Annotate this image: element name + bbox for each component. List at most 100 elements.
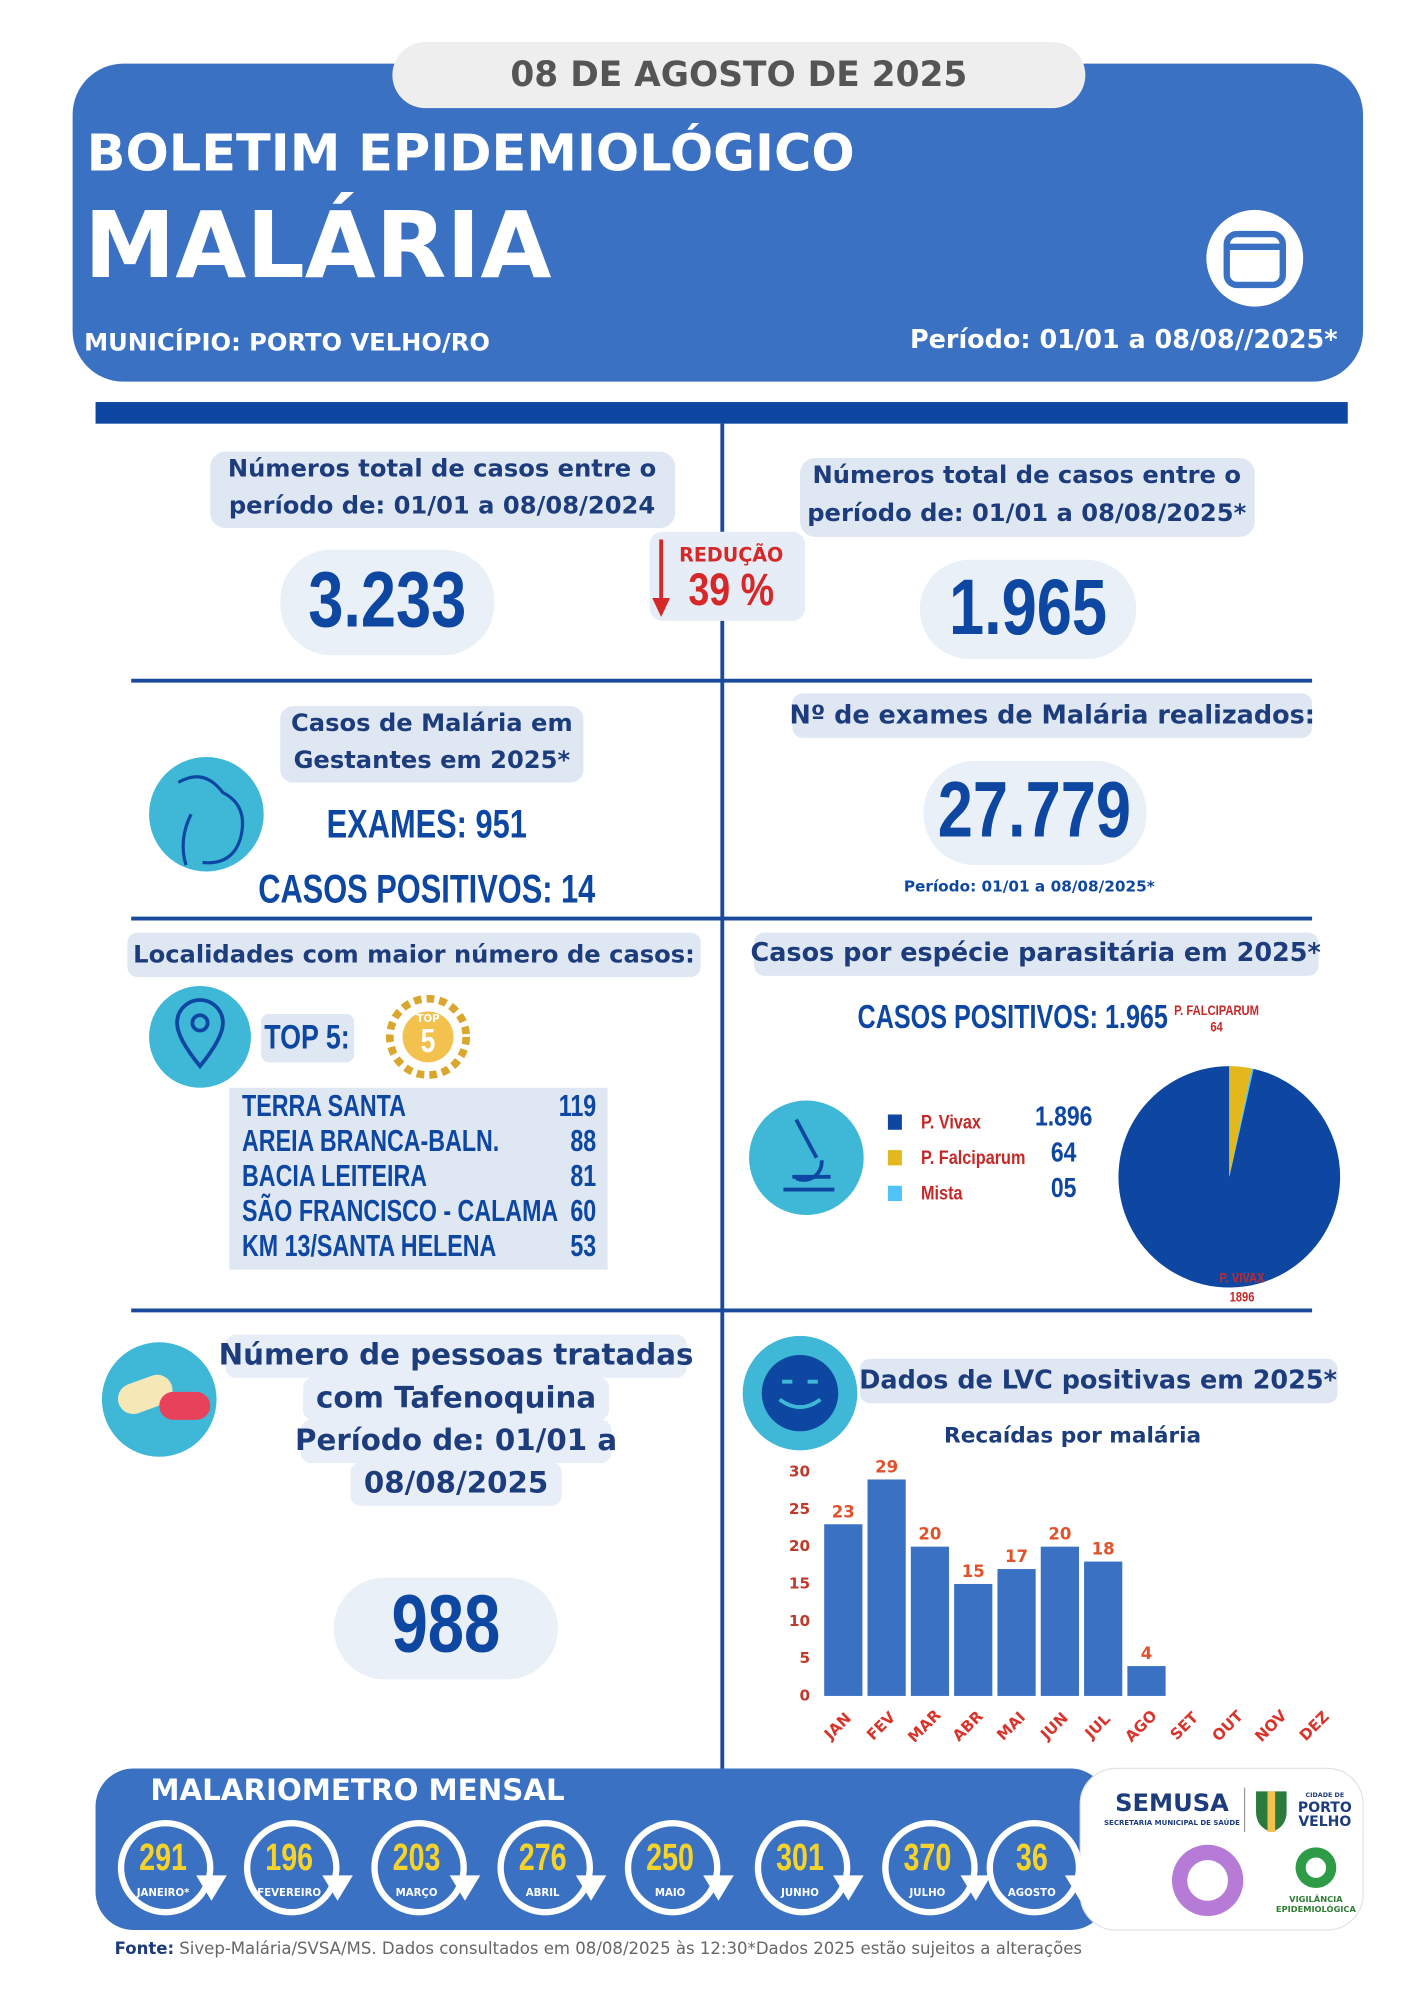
y-tick-label: 0 bbox=[800, 1686, 811, 1704]
malariometer-title: MALARIOMETRO MENSAL bbox=[150, 1773, 564, 1807]
title: MALÁRIA bbox=[84, 192, 551, 299]
month-label: AGOSTO bbox=[1008, 1888, 1056, 1899]
x-tick-label: ABR bbox=[949, 1707, 987, 1745]
y-tick-label: 5 bbox=[800, 1649, 811, 1667]
locality-value: 53 bbox=[570, 1228, 596, 1263]
locality-name: BACIA LEITEIRA bbox=[242, 1158, 427, 1193]
calendar-icon bbox=[1223, 230, 1286, 289]
bar bbox=[867, 1479, 906, 1696]
pregnant-label: Gestantes em 2025* bbox=[294, 746, 571, 774]
locality-value: 88 bbox=[570, 1123, 596, 1158]
exams-value: 27.779 bbox=[938, 766, 1131, 854]
badge-top: TOP bbox=[416, 1014, 440, 1025]
program-logo-inner bbox=[1187, 1860, 1229, 1901]
legend-swatch bbox=[887, 1185, 902, 1202]
value-pill bbox=[923, 760, 1147, 866]
exams-label: Nº de exames de Malária realizados: bbox=[790, 700, 1315, 730]
lvc-icon-face bbox=[761, 1354, 839, 1432]
locality-value: 81 bbox=[570, 1158, 596, 1193]
tafenoquina-label: Período de: 01/01 a bbox=[295, 1423, 617, 1457]
bar-value-label: 4 bbox=[1141, 1644, 1153, 1663]
legend-swatch bbox=[887, 1114, 902, 1130]
legend-swatch bbox=[887, 1150, 902, 1166]
month-value: 276 bbox=[519, 1836, 567, 1879]
locality-name: SÃO FRANCISCO - CALAMA bbox=[242, 1193, 558, 1228]
gauge-arrow bbox=[322, 1875, 353, 1901]
pregnant-icon bbox=[149, 756, 264, 872]
gauge-ring bbox=[497, 1819, 593, 1916]
pregnant-positive: CASOS POSITIVOS: 14 bbox=[258, 868, 595, 911]
location-icon bbox=[149, 986, 251, 1088]
localities-title: Localidades com maior número de casos: bbox=[133, 940, 695, 968]
value-pill bbox=[919, 559, 1137, 660]
title-pill bbox=[859, 1358, 1338, 1404]
month-label: MAIO bbox=[655, 1888, 686, 1899]
label-pill bbox=[350, 1462, 562, 1506]
tafenoquina-value: 988 bbox=[391, 1577, 500, 1669]
pie-slice bbox=[1229, 1068, 1254, 1177]
vigilancia-name: EPIDEMIOLÓGICA bbox=[1276, 1903, 1357, 1914]
cases-2025-label: período de: 01/01 a 08/08/2025* bbox=[807, 499, 1246, 527]
bar bbox=[910, 1546, 950, 1696]
pie-slice bbox=[1229, 1066, 1252, 1177]
gauge-arrow bbox=[1064, 1875, 1096, 1901]
month-label: FEVEREIRO bbox=[257, 1888, 321, 1899]
vigilancia-logo-inner bbox=[1305, 1857, 1327, 1878]
footer-source-text: Sivep-Malária/SVSA/MS. Dados consultados… bbox=[179, 1939, 1082, 1958]
species-title: Casos por espécie parasitária em 2025* bbox=[751, 938, 1321, 968]
y-tick-label: 20 bbox=[789, 1537, 810, 1555]
month-value: 301 bbox=[776, 1836, 824, 1879]
tafenoquina-label: com Tafenoquina bbox=[316, 1380, 596, 1414]
y-tick-label: 25 bbox=[789, 1500, 810, 1518]
header-panel bbox=[72, 63, 1364, 382]
gauge-arrow bbox=[833, 1875, 864, 1901]
location-pin-dot bbox=[190, 1013, 210, 1033]
bar bbox=[954, 1583, 993, 1696]
bar-value-label: 20 bbox=[1048, 1525, 1071, 1544]
label-pill bbox=[210, 451, 676, 528]
x-tick-label: SET bbox=[1167, 1708, 1203, 1744]
date-pill bbox=[392, 41, 1086, 109]
bar-value-label: 15 bbox=[962, 1562, 985, 1581]
pregnant-icon-line bbox=[177, 775, 245, 866]
slice-value: 64 bbox=[1210, 1020, 1222, 1035]
gauge-arrow bbox=[960, 1875, 992, 1901]
badge bbox=[402, 1011, 454, 1063]
cases-2025-value: 1.965 bbox=[949, 563, 1107, 651]
x-tick-label: MAI bbox=[993, 1708, 1029, 1744]
locality-value: 60 bbox=[570, 1193, 596, 1228]
bar-value-label: 17 bbox=[1005, 1547, 1028, 1566]
bar-value-label: 18 bbox=[1092, 1540, 1115, 1559]
reduction-box bbox=[649, 531, 806, 621]
semusa-logo: SEMUSA bbox=[1115, 1789, 1229, 1817]
x-tick-label: AGO bbox=[1121, 1707, 1160, 1746]
legend-name: Mista bbox=[921, 1182, 963, 1204]
month-value: 291 bbox=[139, 1836, 187, 1879]
bar bbox=[1040, 1546, 1079, 1696]
subtitle: BOLETIM EPIDEMIOLÓGICO bbox=[87, 123, 855, 184]
gauge-ring bbox=[882, 1819, 978, 1916]
lvc-title: Dados de LVC positivas em 2025* bbox=[859, 1366, 1337, 1396]
bar bbox=[1084, 1561, 1123, 1696]
label-pill bbox=[303, 1377, 609, 1421]
calendar-icon-bg bbox=[1206, 209, 1304, 307]
lvc-icon-line bbox=[778, 1379, 822, 1410]
tafenoquina-label: Número de pessoas tratadas bbox=[219, 1338, 694, 1372]
cases-2025-label: Números total de casos entre o bbox=[813, 461, 1241, 489]
reduction-label: REDUÇÃO bbox=[679, 542, 783, 566]
gauge-arrow bbox=[703, 1875, 734, 1901]
x-tick-label: OUT bbox=[1209, 1707, 1247, 1745]
month-label: MARÇO bbox=[396, 1888, 438, 1899]
gauge-ring bbox=[371, 1819, 467, 1916]
value-pill bbox=[333, 1577, 558, 1680]
semusa-sub: SECRETARIA MUNICIPAL DE SAÚDE bbox=[1104, 1818, 1240, 1827]
tafenoquina-label: 08/08/2025 bbox=[364, 1466, 548, 1500]
month-value: 36 bbox=[1016, 1836, 1048, 1879]
gauge-ring bbox=[243, 1819, 340, 1916]
bar-value-label: 29 bbox=[875, 1458, 898, 1477]
month-label: JANEIRO* bbox=[136, 1888, 190, 1899]
city-name: PORTO bbox=[1298, 1800, 1352, 1816]
label-pill bbox=[225, 1334, 687, 1378]
gauge-ring bbox=[624, 1819, 721, 1916]
